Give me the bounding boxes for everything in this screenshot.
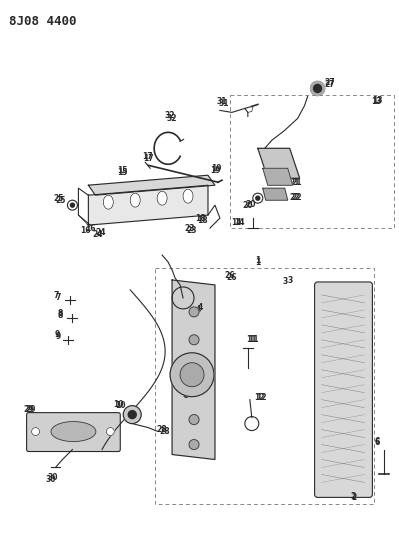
Circle shape — [189, 335, 199, 345]
Text: 32: 32 — [167, 114, 177, 123]
Ellipse shape — [51, 422, 96, 441]
Circle shape — [189, 415, 199, 425]
Text: 19: 19 — [211, 164, 221, 173]
Text: 10: 10 — [113, 400, 124, 409]
Text: 27: 27 — [324, 80, 335, 89]
Ellipse shape — [130, 193, 140, 207]
Text: 31: 31 — [219, 99, 229, 108]
Text: 23: 23 — [185, 224, 195, 232]
Text: 3: 3 — [282, 278, 287, 286]
Bar — [230, 95, 394, 228]
Circle shape — [180, 363, 204, 386]
Text: 26: 26 — [227, 273, 237, 282]
Text: 24: 24 — [95, 228, 106, 237]
Polygon shape — [172, 280, 215, 459]
Text: 9: 9 — [55, 330, 60, 340]
FancyBboxPatch shape — [314, 282, 372, 497]
Text: 21: 21 — [289, 177, 300, 187]
Text: 7: 7 — [54, 292, 59, 301]
Text: 18: 18 — [197, 216, 207, 224]
Text: 28: 28 — [160, 427, 170, 436]
Circle shape — [310, 82, 324, 95]
Text: 25: 25 — [55, 196, 66, 205]
Circle shape — [310, 82, 324, 95]
Text: 5: 5 — [184, 391, 189, 400]
Ellipse shape — [157, 191, 167, 205]
Text: 7: 7 — [56, 294, 61, 302]
Text: 6: 6 — [375, 438, 380, 447]
Bar — [155, 268, 374, 504]
Text: 4: 4 — [196, 305, 201, 314]
Text: 10: 10 — [115, 401, 126, 410]
Text: 11: 11 — [249, 335, 259, 344]
Text: 15: 15 — [117, 168, 127, 177]
Ellipse shape — [103, 195, 113, 209]
Text: 8: 8 — [58, 311, 63, 320]
Text: 13: 13 — [371, 97, 381, 106]
Text: 6: 6 — [375, 437, 380, 446]
Text: 18: 18 — [195, 214, 205, 223]
Circle shape — [123, 406, 141, 424]
Circle shape — [32, 427, 40, 435]
Text: 16: 16 — [85, 224, 96, 232]
Text: 30: 30 — [47, 473, 58, 482]
Text: 29: 29 — [26, 405, 36, 414]
Text: 13: 13 — [372, 96, 383, 105]
Text: 5: 5 — [182, 390, 188, 399]
Text: 21: 21 — [291, 177, 302, 187]
Text: 4: 4 — [198, 303, 203, 312]
Text: 12: 12 — [257, 393, 267, 402]
Text: 24: 24 — [92, 230, 103, 239]
Text: 25: 25 — [53, 193, 64, 203]
Text: 22: 22 — [289, 193, 300, 201]
Text: 28: 28 — [157, 425, 168, 434]
Circle shape — [128, 410, 136, 418]
Text: 19: 19 — [210, 166, 220, 175]
Circle shape — [71, 203, 75, 207]
Text: 3: 3 — [287, 277, 292, 286]
Circle shape — [314, 84, 322, 92]
Text: 23: 23 — [187, 225, 197, 235]
Text: 17: 17 — [143, 154, 154, 163]
Circle shape — [170, 353, 214, 397]
Text: 27: 27 — [324, 78, 335, 87]
Circle shape — [189, 440, 199, 449]
Text: 16: 16 — [80, 225, 91, 235]
Text: 1: 1 — [255, 255, 261, 264]
Text: 11: 11 — [247, 335, 257, 344]
Circle shape — [106, 427, 114, 435]
FancyBboxPatch shape — [27, 413, 120, 451]
Text: 20: 20 — [243, 200, 253, 209]
Ellipse shape — [183, 189, 193, 203]
Text: 2: 2 — [352, 493, 357, 502]
Text: 8J08 4400: 8J08 4400 — [9, 15, 76, 28]
Circle shape — [256, 196, 260, 200]
Polygon shape — [263, 188, 288, 200]
Text: 20: 20 — [245, 200, 256, 208]
Polygon shape — [89, 175, 215, 195]
Text: 8: 8 — [58, 309, 63, 318]
Text: 1: 1 — [255, 257, 261, 266]
Polygon shape — [263, 168, 293, 185]
Circle shape — [189, 307, 199, 317]
Text: 22: 22 — [291, 193, 302, 201]
Text: 17: 17 — [142, 152, 152, 161]
Text: 2: 2 — [351, 492, 356, 501]
Polygon shape — [258, 148, 300, 178]
Text: 30: 30 — [45, 475, 56, 484]
Text: 15: 15 — [117, 166, 127, 175]
Polygon shape — [89, 185, 208, 225]
Text: 32: 32 — [165, 111, 175, 120]
Text: 31: 31 — [217, 97, 227, 106]
Text: 14: 14 — [235, 217, 245, 227]
Text: 12: 12 — [255, 393, 265, 402]
Text: 29: 29 — [24, 405, 34, 414]
Text: 26: 26 — [225, 271, 235, 280]
Text: 9: 9 — [56, 332, 61, 341]
Text: 14: 14 — [231, 217, 242, 227]
